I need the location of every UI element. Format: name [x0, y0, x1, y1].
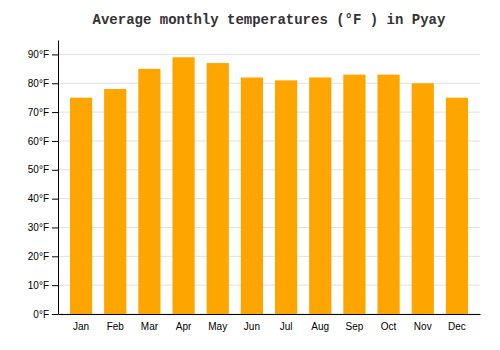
bar: [70, 98, 92, 314]
tick-label: Jul: [280, 321, 293, 332]
tick: 90°F: [28, 49, 58, 60]
bar: [275, 80, 297, 314]
tick-label: Feb: [107, 321, 125, 332]
bar: [241, 77, 263, 314]
tick-label: 40°F: [28, 193, 49, 204]
bar: [207, 63, 229, 314]
tick-mark: [52, 256, 58, 257]
axis-line: [59, 314, 481, 315]
tick-label: 0°F: [33, 309, 49, 320]
tick-label: Nov: [414, 321, 432, 332]
bar: [172, 57, 194, 314]
tick: Feb: [107, 321, 125, 332]
tick-mark: [52, 141, 58, 142]
tick: Mar: [141, 321, 159, 332]
tick-label: Jan: [73, 321, 89, 332]
tick: Aug: [311, 321, 329, 332]
tick-mark: [52, 199, 58, 200]
tick-label: 20°F: [28, 251, 49, 262]
tick-label: 90°F: [28, 49, 49, 60]
tick-label: 50°F: [28, 164, 49, 175]
bar: [412, 83, 434, 314]
tick-label: Oct: [381, 321, 397, 332]
tick: Jun: [244, 321, 260, 332]
x-axis: Jan Feb Mar Apr May Jun Jul Aug Sep Oct Nov Dec: [59, 315, 481, 333]
grid: [58, 54, 480, 314]
tick-label: 30°F: [28, 222, 49, 233]
tick: 0°F: [33, 309, 58, 320]
tick-label: Dec: [448, 321, 466, 332]
tick: 10°F: [28, 280, 58, 291]
tick-mark: [52, 54, 58, 55]
bar: [377, 75, 399, 314]
bar: [309, 77, 331, 314]
tick: Apr: [176, 321, 192, 332]
tick-label: Apr: [176, 321, 192, 332]
tick-label: 70°F: [28, 107, 49, 118]
plot: 0°F 10°F 20°F 30°F 40°F 50°F 60°F 70°F 80°F 90°F J…: [28, 41, 481, 333]
bars: [70, 57, 468, 314]
tick-label: Mar: [141, 321, 159, 332]
chart: 0°F 10°F 20°F 30°F 40°F 50°F 60°F 70°F 80°F 90°F J…: [0, 0, 500, 350]
axis-line: [58, 41, 59, 315]
tick-label: May: [208, 321, 227, 332]
tick-label: Aug: [311, 321, 329, 332]
tick-mark: [52, 112, 58, 113]
tick: 20°F: [28, 251, 58, 262]
tick-label: 80°F: [28, 78, 49, 89]
tick-label: 60°F: [28, 136, 49, 147]
tick-mark: [52, 170, 58, 171]
tick: Sep: [346, 321, 364, 332]
bar: [343, 75, 365, 314]
tick: 30°F: [28, 222, 58, 233]
tick-mark: [52, 83, 58, 84]
tick: 70°F: [28, 107, 58, 118]
tick: 80°F: [28, 78, 58, 89]
tick-label: Sep: [346, 321, 364, 332]
tick: Dec: [448, 321, 466, 332]
tick: May: [208, 321, 227, 332]
bar: [138, 69, 160, 314]
bar: [104, 89, 126, 314]
tick-label: 10°F: [28, 280, 49, 291]
title: Average monthly temperatures (°F ) in Py…: [93, 12, 446, 28]
tick: Jan: [73, 321, 89, 332]
tick-mark: [52, 285, 58, 286]
tick: 40°F: [28, 193, 58, 204]
tick-mark: [52, 314, 58, 315]
tick: 50°F: [28, 164, 58, 175]
tick-label: Jun: [244, 321, 260, 332]
tick: Oct: [381, 321, 397, 332]
y-axis: 0°F 10°F 20°F 30°F 40°F 50°F 60°F 70°F 80°F 90°F: [28, 41, 59, 320]
tick: 60°F: [28, 136, 58, 147]
tick: Jul: [280, 321, 293, 332]
tick: Nov: [414, 321, 432, 332]
grid-line: [58, 54, 480, 55]
tick-mark: [52, 227, 58, 228]
bar: [446, 98, 468, 314]
